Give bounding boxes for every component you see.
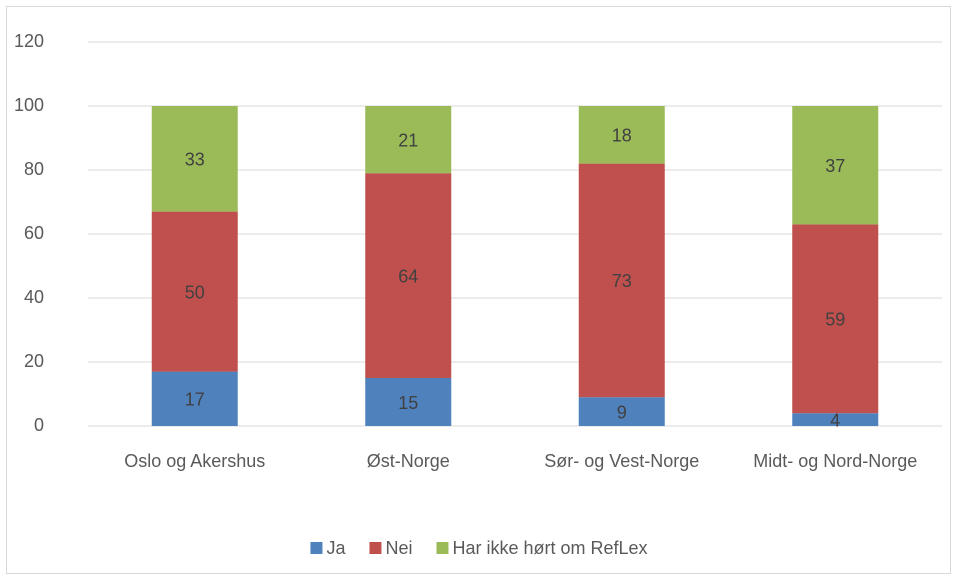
legend-swatch (436, 542, 449, 554)
value-label: 17 (185, 390, 205, 410)
value-label: 50 (185, 282, 205, 302)
y-tick-label: 100 (14, 95, 44, 115)
bar-segment (792, 413, 879, 426)
legend-label: Nei (385, 538, 412, 558)
y-tick-label: 120 (14, 31, 44, 51)
value-label: 73 (612, 271, 632, 291)
legend-swatch (369, 542, 382, 554)
bar-segment (578, 106, 665, 164)
x-tick-label: Oslo og Akershus (124, 451, 265, 471)
x-tick-label: Sør- og Vest-Norge (544, 451, 699, 471)
bar-segment (365, 106, 452, 174)
value-label: 18 (612, 126, 632, 146)
legend-label: Har ikke hørt om RefLex (452, 538, 647, 558)
y-tick-label: 0 (34, 415, 44, 435)
bar-segment (151, 371, 238, 426)
value-label: 33 (185, 150, 205, 170)
bar-segment (151, 211, 238, 372)
x-tick-label: Midt- og Nord-Norge (753, 451, 917, 471)
bar-segment (578, 397, 665, 426)
value-label: 9 (617, 402, 627, 422)
y-tick-label: 60 (24, 223, 44, 243)
legend-label: Ja (326, 538, 346, 558)
value-label: 64 (398, 266, 418, 286)
bar-segment (151, 106, 238, 212)
bar-segment (792, 106, 879, 225)
x-tick-label: Øst-Norge (367, 451, 450, 471)
value-label: 37 (825, 156, 845, 176)
y-tick-label: 40 (24, 287, 44, 307)
legend-swatch (310, 542, 323, 554)
y-tick-label: 80 (24, 159, 44, 179)
legend: Ja Nei Har ikke hørt om RefLex (310, 538, 648, 558)
value-label: 21 (398, 130, 418, 150)
bar-segment (578, 163, 665, 398)
bar-segment (365, 378, 452, 426)
value-label: 15 (398, 393, 418, 413)
value-label: 59 (825, 310, 845, 330)
value-label: 4 (830, 410, 840, 430)
bar-segment (792, 224, 879, 414)
bar-segment (365, 173, 452, 378)
y-tick-label: 20 (24, 351, 44, 371)
